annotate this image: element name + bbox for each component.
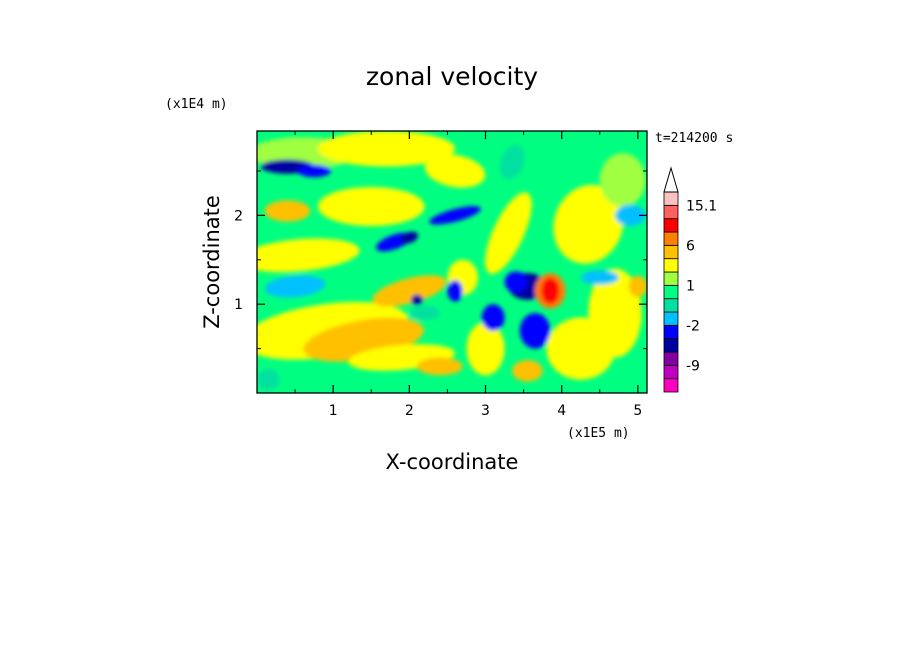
x-tick-label: 2 — [405, 403, 414, 419]
colorbar-swatch — [663, 378, 679, 393]
contour-region — [400, 231, 419, 244]
contour-region — [580, 270, 619, 285]
x-axis-title: X-coordinate — [386, 450, 519, 474]
plot-frame — [256, 130, 648, 394]
colorbar-swatch — [663, 191, 679, 206]
contour-region — [372, 275, 447, 307]
colorbar-swatch — [663, 364, 679, 380]
colorbar-label: -2 — [686, 318, 700, 334]
y-unit-label: (x1E4 m) — [165, 97, 228, 112]
contour-region — [257, 369, 280, 391]
colorbar-swatch — [663, 218, 679, 233]
x-tick-label: 4 — [557, 403, 566, 419]
contour-region — [481, 304, 505, 331]
x-unit-label: (x1E5 m) — [567, 426, 630, 441]
colorbar-extend-arrow — [663, 166, 679, 193]
x-tick-label: 1 — [329, 403, 338, 419]
contour-region — [317, 186, 425, 227]
chart-title: zonal velocity — [366, 62, 538, 91]
colorbar-swatch — [663, 338, 679, 353]
contour-region — [447, 280, 463, 302]
contour-region — [416, 357, 463, 376]
contour-region — [264, 200, 311, 222]
contour-region — [409, 305, 440, 321]
contour-region — [297, 164, 331, 178]
x-tick-label: 3 — [481, 403, 490, 419]
colorbar-swatch — [663, 258, 679, 273]
colorbar-swatch — [663, 284, 679, 300]
contour-region — [410, 294, 424, 306]
y-axis: 12 — [234, 170, 647, 350]
colorbar-swatch — [663, 231, 679, 246]
colorbar-swatch — [663, 351, 679, 366]
colorbar-label: 6 — [686, 238, 695, 254]
contour-region — [317, 131, 456, 167]
colorbar-swatch — [663, 324, 679, 340]
y-tick-label: 2 — [234, 208, 243, 224]
x-tick-label: 5 — [633, 403, 642, 419]
contour-region — [599, 153, 646, 207]
colorbar-swatch — [663, 311, 679, 326]
contour-region — [424, 154, 486, 188]
contour-region — [628, 275, 647, 298]
contour-region — [504, 271, 528, 293]
colorbar-swatch — [663, 271, 679, 286]
colorbar-swatch — [663, 298, 679, 313]
contour-region — [429, 206, 481, 225]
contour-region — [541, 277, 560, 305]
colorbar-label: -9 — [686, 358, 700, 374]
time-label: t=214200 s — [655, 131, 733, 146]
contour-region — [546, 317, 616, 380]
contour-regions — [257, 131, 647, 391]
velocity-field — [257, 131, 647, 393]
contour-region — [519, 313, 551, 349]
colorbar-label: 15.1 — [686, 198, 717, 214]
contour-region — [499, 144, 525, 180]
x-axis: 1 2 3 4 5 — [294, 131, 642, 419]
colorbar-swatch — [663, 204, 679, 220]
contour-region — [512, 360, 543, 382]
contour-region — [485, 192, 532, 274]
contour-region — [615, 204, 646, 227]
contour-region — [264, 275, 326, 298]
contour-region — [553, 184, 624, 264]
contour-region — [257, 238, 360, 273]
colorbar: 15.1 6 1 -2 -9 — [663, 166, 717, 393]
colorbar-label: 1 — [686, 278, 695, 294]
colorbar-swatch — [663, 244, 679, 260]
y-tick-label: 1 — [234, 297, 243, 313]
contour-region — [466, 321, 505, 376]
y-axis-title: Z-coordinate — [200, 195, 224, 329]
